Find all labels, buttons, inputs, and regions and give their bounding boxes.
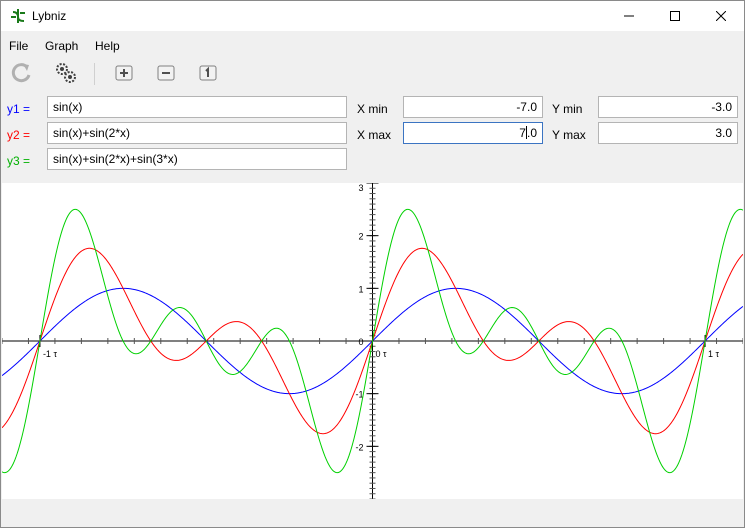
ymax-label: Y max xyxy=(552,128,586,142)
title-bar[interactable]: Lybniz xyxy=(1,1,744,31)
minimize-button[interactable] xyxy=(606,1,652,31)
toolbar-separator xyxy=(94,63,95,85)
y3-label: y3 = xyxy=(7,154,31,168)
zoom-in-button[interactable] xyxy=(112,61,136,85)
window-title: Lybniz xyxy=(32,9,67,23)
refresh-icon xyxy=(11,63,31,83)
y-tick-label: 1 xyxy=(358,284,363,294)
y2-label: y2 = xyxy=(7,128,31,142)
menu-file[interactable]: File xyxy=(9,39,29,53)
y-tick-label: -1 xyxy=(355,390,363,400)
series-3-line xyxy=(1,208,744,474)
redraw-button[interactable] xyxy=(10,61,34,85)
xmin-field[interactable]: -7.0 xyxy=(403,96,543,118)
ymax-field[interactable]: 3.0 xyxy=(598,122,738,144)
y1-label: y1 = xyxy=(7,102,31,116)
x-tick-label: 1 τ xyxy=(708,349,720,359)
y2-field[interactable]: sin(x)+sin(2*x) xyxy=(47,122,347,144)
y3-field[interactable]: sin(x)+sin(2*x)+sin(3*x) xyxy=(47,148,347,170)
maximize-button[interactable] xyxy=(652,1,698,31)
zoom-reset-button[interactable] xyxy=(196,61,220,85)
y1-field[interactable]: sin(x) xyxy=(47,96,347,118)
y-tick-label: 3 xyxy=(358,183,363,193)
menu-bar: File Graph Help xyxy=(1,35,744,57)
app-logo-icon xyxy=(10,8,26,24)
menu-graph[interactable]: Graph xyxy=(45,39,79,53)
zoom-in-icon xyxy=(115,65,133,81)
xmax-field[interactable]: 7.0 xyxy=(403,122,543,144)
text-caret xyxy=(525,126,527,139)
close-button[interactable] xyxy=(698,1,744,31)
x-tick-label: -1 τ xyxy=(43,349,58,359)
xmin-label: X min xyxy=(357,102,388,116)
y-tick-label: 0 xyxy=(358,337,363,347)
xmax-label: X max xyxy=(357,128,392,142)
xmax-value-post: .0 xyxy=(526,126,537,140)
gears-icon xyxy=(56,63,76,83)
settings-button[interactable] xyxy=(54,61,78,85)
status-bar xyxy=(1,500,744,527)
y-tick-label: 2 xyxy=(358,232,363,242)
graph-area[interactable]: 3 2 1 0 -1 -2 -1 τ 0 τ 1 τ xyxy=(1,182,744,500)
xmax-value-pre: 7 xyxy=(519,126,526,140)
zoom-out-icon xyxy=(157,65,175,81)
toolbar xyxy=(1,59,744,89)
zoom-reset-icon xyxy=(199,65,217,81)
ymin-field[interactable]: -3.0 xyxy=(598,96,738,118)
zoom-out-button[interactable] xyxy=(154,61,178,85)
graph-canvas: 3 2 1 0 -1 -2 -1 τ 0 τ 1 τ xyxy=(1,182,744,500)
x-tick-label: 0 τ xyxy=(376,349,388,359)
ymin-label: Y min xyxy=(552,102,583,116)
menu-help[interactable]: Help xyxy=(95,39,120,53)
y-tick-label: -2 xyxy=(355,442,363,452)
